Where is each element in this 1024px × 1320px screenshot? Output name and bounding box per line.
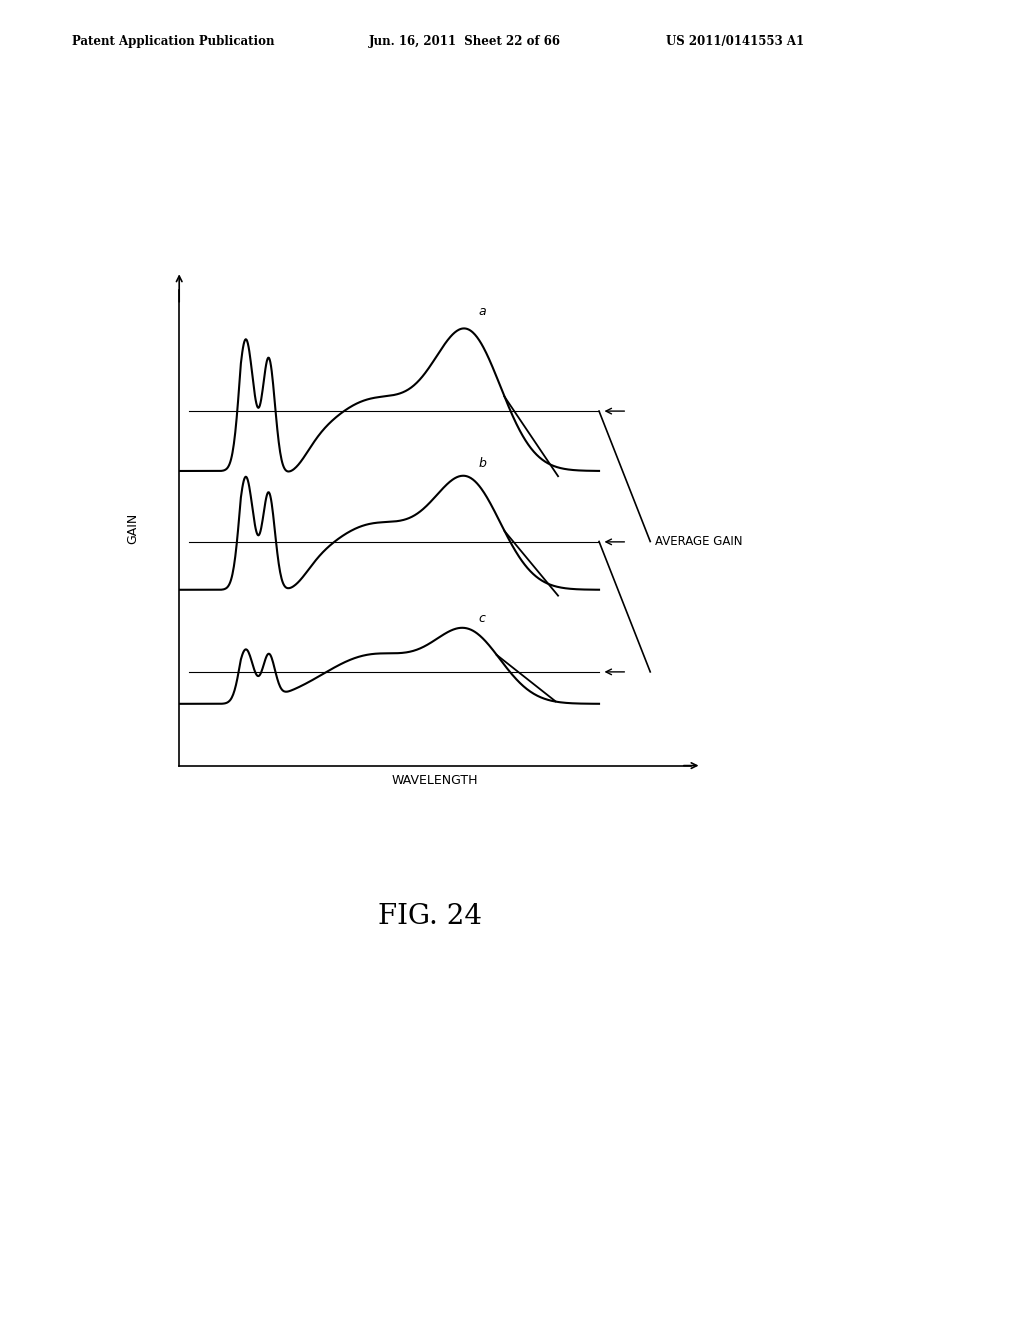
Text: Patent Application Publication: Patent Application Publication — [72, 34, 274, 48]
Text: c: c — [478, 611, 485, 624]
Text: US 2011/0141553 A1: US 2011/0141553 A1 — [666, 34, 804, 48]
Text: Jun. 16, 2011  Sheet 22 of 66: Jun. 16, 2011 Sheet 22 of 66 — [369, 34, 561, 48]
X-axis label: WAVELENGTH: WAVELENGTH — [392, 774, 478, 787]
Text: a: a — [478, 305, 486, 318]
Text: b: b — [478, 458, 486, 470]
Text: FIG. 24: FIG. 24 — [378, 903, 482, 931]
Text: GAIN: GAIN — [127, 512, 139, 544]
Text: AVERAGE GAIN: AVERAGE GAIN — [655, 535, 742, 548]
